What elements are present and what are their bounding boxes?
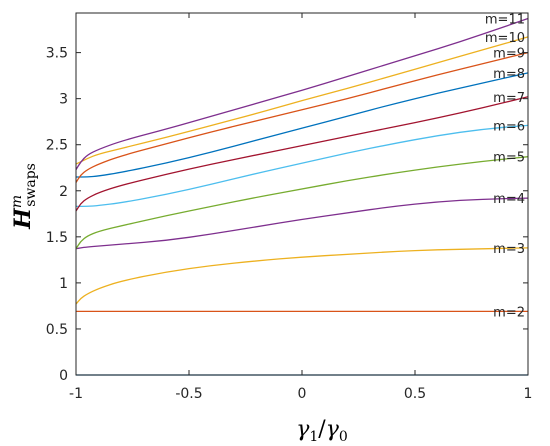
series-label-m=8: m=8 [493,67,525,82]
y-axis-label: Hmswaps [9,163,39,230]
y-label-sub: swaps [23,163,39,207]
series-label-m=3: m=3 [493,242,525,257]
series-line-m=8 [75,72,529,178]
x-label-slash: / [318,417,326,442]
y-tick-label: 2.5 [46,138,68,154]
y-label-sup: m [9,195,25,208]
x-label-main2: γ [326,417,340,442]
series-line-m=11 [75,17,529,170]
series-label-m=5: m=5 [493,151,525,166]
x-label-sub1: 1 [309,429,318,445]
series-line-m=6 [75,124,529,208]
y-tick-label: 3 [59,92,68,108]
y-tick-label: 1 [59,276,68,292]
y-tick-label: 0.5 [46,322,68,338]
x-tick-label: 1 [524,386,533,402]
y-label-main: H [10,207,36,230]
series-layer [75,17,529,376]
y-tick-label: 3.5 [46,46,68,62]
x-tick-label: 0.5 [404,386,426,402]
y-tick-label: 0 [59,368,68,384]
x-label-sub2: 0 [339,429,348,445]
series-label-m=4: m=4 [493,192,525,207]
series-label-m=2: m=2 [493,305,525,320]
series-line-m=3 [75,247,529,305]
ticks-layer: -1 -0.5 0 0.5 1 0 0.5 1 1.5 2 2.5 3 3.5 [46,13,533,402]
plot-frame [75,12,529,376]
x-tick-label: 0 [298,386,307,402]
series-line-m=9 [75,51,529,183]
series-label-m=9: m=9 [493,47,525,62]
series-labels-layer: m=2 m=3 m=4 m=5 m=6 m=7 m=8 m=9m=10 m=11 [485,13,525,321]
series-line-m=10 [75,36,529,165]
x-tick-label: -1 [69,386,83,402]
series-label-m=11: m=11 [485,13,525,28]
series-label-m=7: m=7 [493,91,525,106]
x-axis-label: γ1/γ0 [296,417,348,445]
series-label-m=10: m=10 [485,31,525,46]
x-tick-label: -0.5 [175,386,202,402]
y-tick-label: 2 [59,184,68,200]
x-label-main: γ [296,417,310,442]
series-label-m=6: m=6 [493,119,525,134]
y-tick-label: 1.5 [46,230,68,246]
series-line-m=4 [75,197,529,250]
series-line-m=7 [75,96,529,212]
series-line-m=5 [75,156,529,250]
